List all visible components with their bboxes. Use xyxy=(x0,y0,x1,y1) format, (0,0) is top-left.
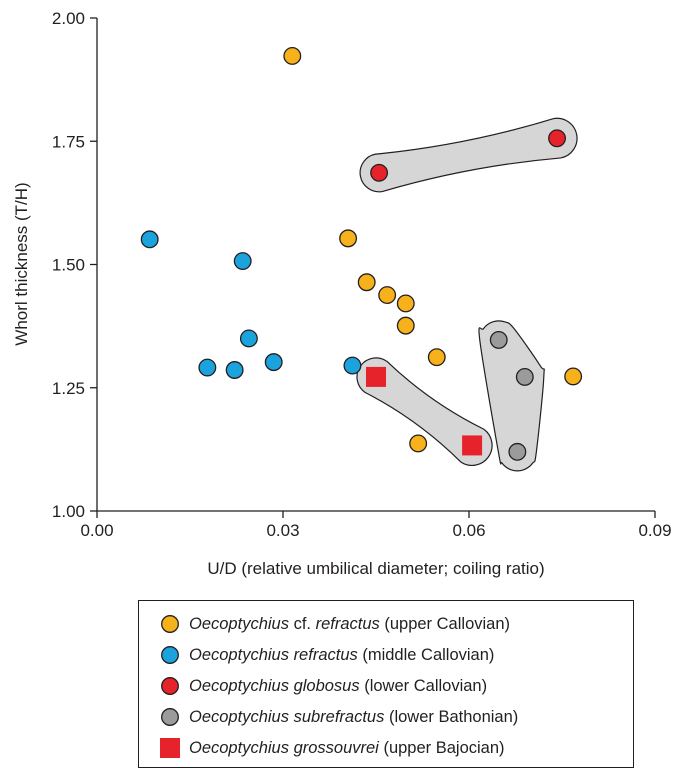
legend-symbol-cf-refractus xyxy=(161,615,179,633)
point-subrefractus xyxy=(508,442,527,461)
point-refractus xyxy=(140,230,159,249)
legend-item-grossouvrei: Oecoptychius grossouvrei (upper Bajocian… xyxy=(159,735,505,761)
legend-item-cf-refractus: Oecoptychius cf. refractus (upper Callov… xyxy=(159,611,510,637)
point-grossouvrei xyxy=(462,435,483,456)
x-tick-label: 0.00 xyxy=(80,521,113,540)
data-points xyxy=(140,47,583,461)
x-tick-label: 0.06 xyxy=(452,521,485,540)
legend-marker-grossouvrei xyxy=(159,737,189,759)
legend-marker-cf-refractus xyxy=(159,613,189,635)
y-tick-label: 1.50 xyxy=(52,256,85,275)
legend-symbol-subrefractus xyxy=(161,708,179,726)
point-cf-refractus xyxy=(427,348,446,367)
group-hulls xyxy=(356,117,578,472)
y-tick-label: 1.75 xyxy=(52,132,85,151)
point-refractus xyxy=(239,329,258,348)
legend-label-refractus: Oecoptychius refractus (middle Callovian… xyxy=(189,645,495,664)
y-tick-label: 1.00 xyxy=(52,502,85,521)
legend-item-globosus: Oecoptychius globosus (lower Callovian) xyxy=(159,673,487,699)
point-cf-refractus xyxy=(409,434,428,453)
point-refractus xyxy=(198,358,217,377)
point-cf-refractus xyxy=(283,47,302,65)
point-refractus xyxy=(264,353,283,372)
point-cf-refractus xyxy=(357,273,376,292)
x-tick-label: 0.03 xyxy=(266,521,299,540)
legend-symbol-globosus xyxy=(161,677,179,695)
point-refractus xyxy=(225,361,244,379)
hull-grossouvrei xyxy=(356,357,493,466)
point-subrefractus xyxy=(489,330,508,349)
y-tick-label: 1.25 xyxy=(52,379,85,398)
legend-label-globosus: Oecoptychius globosus (lower Callovian) xyxy=(189,676,488,695)
hull-subrefractus xyxy=(478,320,545,472)
legend-label-cf-refractus: Oecoptychius cf. refractus (upper Callov… xyxy=(189,614,511,633)
point-cf-refractus xyxy=(396,294,415,313)
legend-marker-globosus xyxy=(159,675,189,697)
legend: Oecoptychius cf. refractus (upper Callov… xyxy=(138,600,634,768)
point-cf-refractus xyxy=(564,367,583,386)
legend-label-subrefractus: Oecoptychius subrefractus (lower Bathoni… xyxy=(189,707,519,726)
scatter-chart: 1.00 1.25 1.50 1.75 2.00 0.00 0.03 0.06 0.09 Who… xyxy=(12,9,672,578)
x-tick-label: 0.09 xyxy=(638,521,671,540)
point-cf-refractus xyxy=(339,229,358,248)
point-cf-refractus xyxy=(396,316,415,335)
x-axis-title: U/D (relative umbilical diameter; coilin… xyxy=(207,559,544,578)
point-refractus xyxy=(233,252,252,270)
point-grossouvrei xyxy=(366,366,386,387)
legend-item-subrefractus: Oecoptychius subrefractus (lower Bathoni… xyxy=(159,704,518,730)
point-subrefractus xyxy=(515,367,534,386)
point-refractus xyxy=(343,356,362,375)
hull-globosus xyxy=(359,117,578,193)
legend-label-grossouvrei: Oecoptychius grossouvrei (upper Bajocian… xyxy=(189,738,505,757)
legend-symbol-grossouvrei xyxy=(160,738,180,758)
legend-marker-refractus xyxy=(159,644,189,666)
legend-marker-subrefractus xyxy=(159,706,189,728)
legend-symbol-refractus xyxy=(161,646,179,664)
y-tick-label: 2.00 xyxy=(52,9,85,28)
axes: 1.00 1.25 1.50 1.75 2.00 0.00 0.03 0.06 0.09 xyxy=(52,9,672,540)
point-globosus xyxy=(370,163,389,182)
point-cf-refractus xyxy=(378,286,397,305)
legend-item-refractus: Oecoptychius refractus (middle Callovian… xyxy=(159,642,494,668)
point-globosus xyxy=(548,129,566,148)
y-axis-title: Whorl thickness (T/H) xyxy=(12,182,31,345)
